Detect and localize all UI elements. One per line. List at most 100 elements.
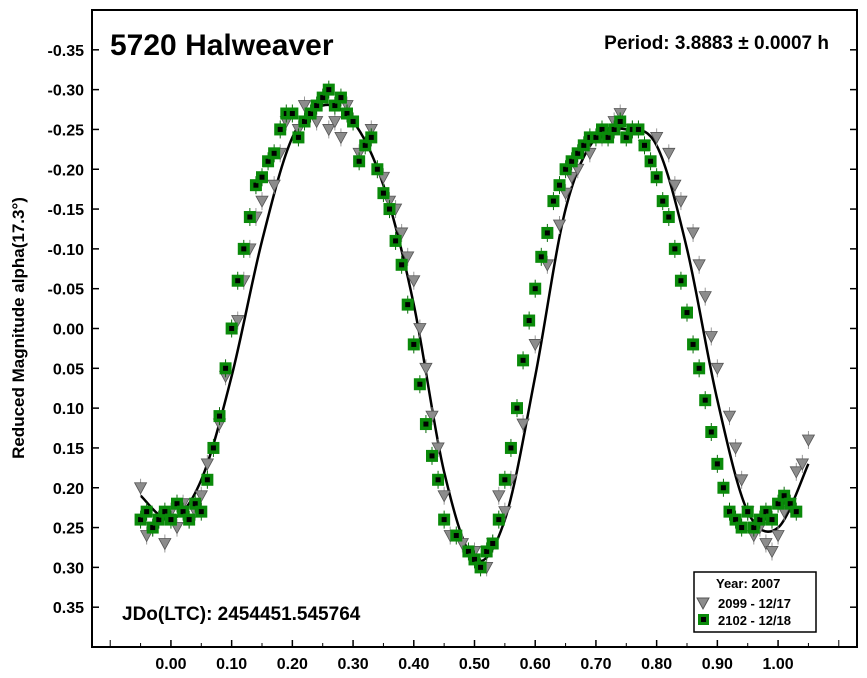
point-2102-core: [478, 564, 484, 570]
point-2102-core: [684, 310, 690, 316]
point-2102-core: [575, 150, 581, 156]
point-2102-core: [472, 556, 477, 562]
x-tick-label: 0.20: [277, 656, 308, 673]
point-2102-core: [720, 485, 726, 491]
legend-square-core: [701, 617, 706, 622]
point-2102-core: [156, 517, 162, 523]
point-2099: [668, 179, 682, 193]
legend-entry-2099: 2099 - 12/17: [718, 596, 791, 611]
x-tick-label: 0.60: [520, 656, 551, 673]
point-2102-core: [435, 477, 441, 483]
point-2102-core: [259, 174, 265, 180]
point-2099: [734, 474, 749, 487]
point-2099: [649, 131, 664, 145]
point-2102-core: [781, 493, 787, 499]
point-2102-core: [295, 134, 301, 140]
y-tick-label: 0.05: [53, 361, 84, 378]
point-2102-core: [563, 166, 569, 172]
point-2102-core: [727, 509, 732, 515]
point-2099: [200, 458, 215, 471]
point-2099: [407, 275, 421, 288]
point-2102-core: [769, 517, 775, 523]
point-2102-core: [623, 134, 629, 140]
point-2102-core: [514, 405, 520, 411]
point-2099: [698, 291, 712, 304]
y-tick-label: 0.30: [53, 560, 84, 577]
point-2099: [419, 362, 433, 376]
point-2102-core: [550, 198, 556, 204]
y-tick-label: -0.10: [48, 242, 85, 259]
point-2102-core: [253, 182, 259, 188]
x-tick-label: 0.70: [580, 656, 611, 673]
point-2102-core: [271, 150, 277, 156]
point-2099: [552, 219, 567, 232]
point-2102-core: [642, 142, 647, 148]
point-2102-core: [162, 509, 168, 515]
point-2102-core: [502, 477, 508, 483]
point-2099: [789, 466, 803, 479]
point-2102-core: [544, 230, 550, 236]
y-axis-label: Reduced Magnitude alpha(17.3°): [9, 197, 28, 459]
point-2102-core: [690, 341, 696, 347]
point-2102-core: [368, 134, 374, 140]
y-tick-label: -0.15: [48, 202, 85, 219]
point-2102-core: [235, 278, 241, 284]
point-2099: [413, 323, 427, 336]
point-2099: [492, 490, 506, 503]
point-2102-core: [635, 126, 641, 132]
point-2102-core: [581, 142, 587, 148]
point-2102-core: [308, 111, 314, 117]
point-2102-core: [399, 262, 405, 268]
point-2099: [231, 315, 245, 328]
x-axis-ticks: 0.00 0.10 0.20 0.30 0.40 0.50 0.60 0.70 0.80 0.90…: [109, 640, 840, 673]
point-2102-core: [387, 206, 392, 212]
point-2102-core: [247, 214, 253, 220]
point-2102-core: [192, 501, 198, 507]
point-2102-core: [150, 525, 156, 531]
point-2099: [431, 442, 445, 455]
point-2102-core: [265, 158, 271, 164]
period-label: Period: 3.8883 ± 0.0007 h: [604, 33, 829, 54]
x-tick-label: 0.40: [398, 656, 429, 673]
y-tick-label: 0.10: [53, 401, 84, 418]
point-2102-core: [217, 413, 222, 419]
point-2102-core: [350, 118, 356, 124]
point-2102-core: [751, 525, 757, 531]
point-2099: [255, 195, 269, 208]
point-2099: [771, 530, 785, 543]
x-tick-label: 0.00: [155, 656, 186, 673]
point-2102-core: [393, 238, 399, 244]
point-2102-core: [599, 126, 605, 132]
point-2099: [322, 124, 336, 137]
point-2102-core: [757, 517, 763, 523]
point-2099: [267, 179, 281, 193]
y-tick-label: 0.20: [53, 481, 84, 498]
point-2099: [425, 410, 439, 423]
point-2102-core: [593, 134, 599, 140]
point-2099: [516, 418, 530, 431]
y-tick-label: 0.00: [53, 322, 84, 339]
point-2102-core: [787, 501, 793, 507]
point-2102-core: [417, 381, 423, 387]
point-2102-core: [587, 134, 593, 140]
point-2099: [401, 251, 415, 264]
point-2102-core: [508, 445, 514, 451]
legend-triangle-marker: [696, 597, 710, 611]
point-2102-core: [538, 254, 544, 260]
point-2102-core: [138, 517, 144, 523]
point-2102-core: [144, 509, 150, 515]
point-2102-core: [289, 111, 295, 117]
point-2102-core: [174, 501, 180, 507]
point-2099: [686, 227, 700, 240]
point-2102-core: [526, 318, 532, 324]
point-2102-core: [496, 517, 502, 523]
point-2099: [759, 538, 773, 551]
point-2099: [328, 116, 342, 129]
point-2099: [722, 410, 737, 423]
point-2102-core: [733, 517, 739, 523]
point-2099: [662, 147, 676, 161]
point-2102-core: [739, 525, 745, 531]
point-2099: [801, 434, 816, 447]
epoch-label: JDo(LTC): 2454451.545764: [122, 604, 361, 625]
